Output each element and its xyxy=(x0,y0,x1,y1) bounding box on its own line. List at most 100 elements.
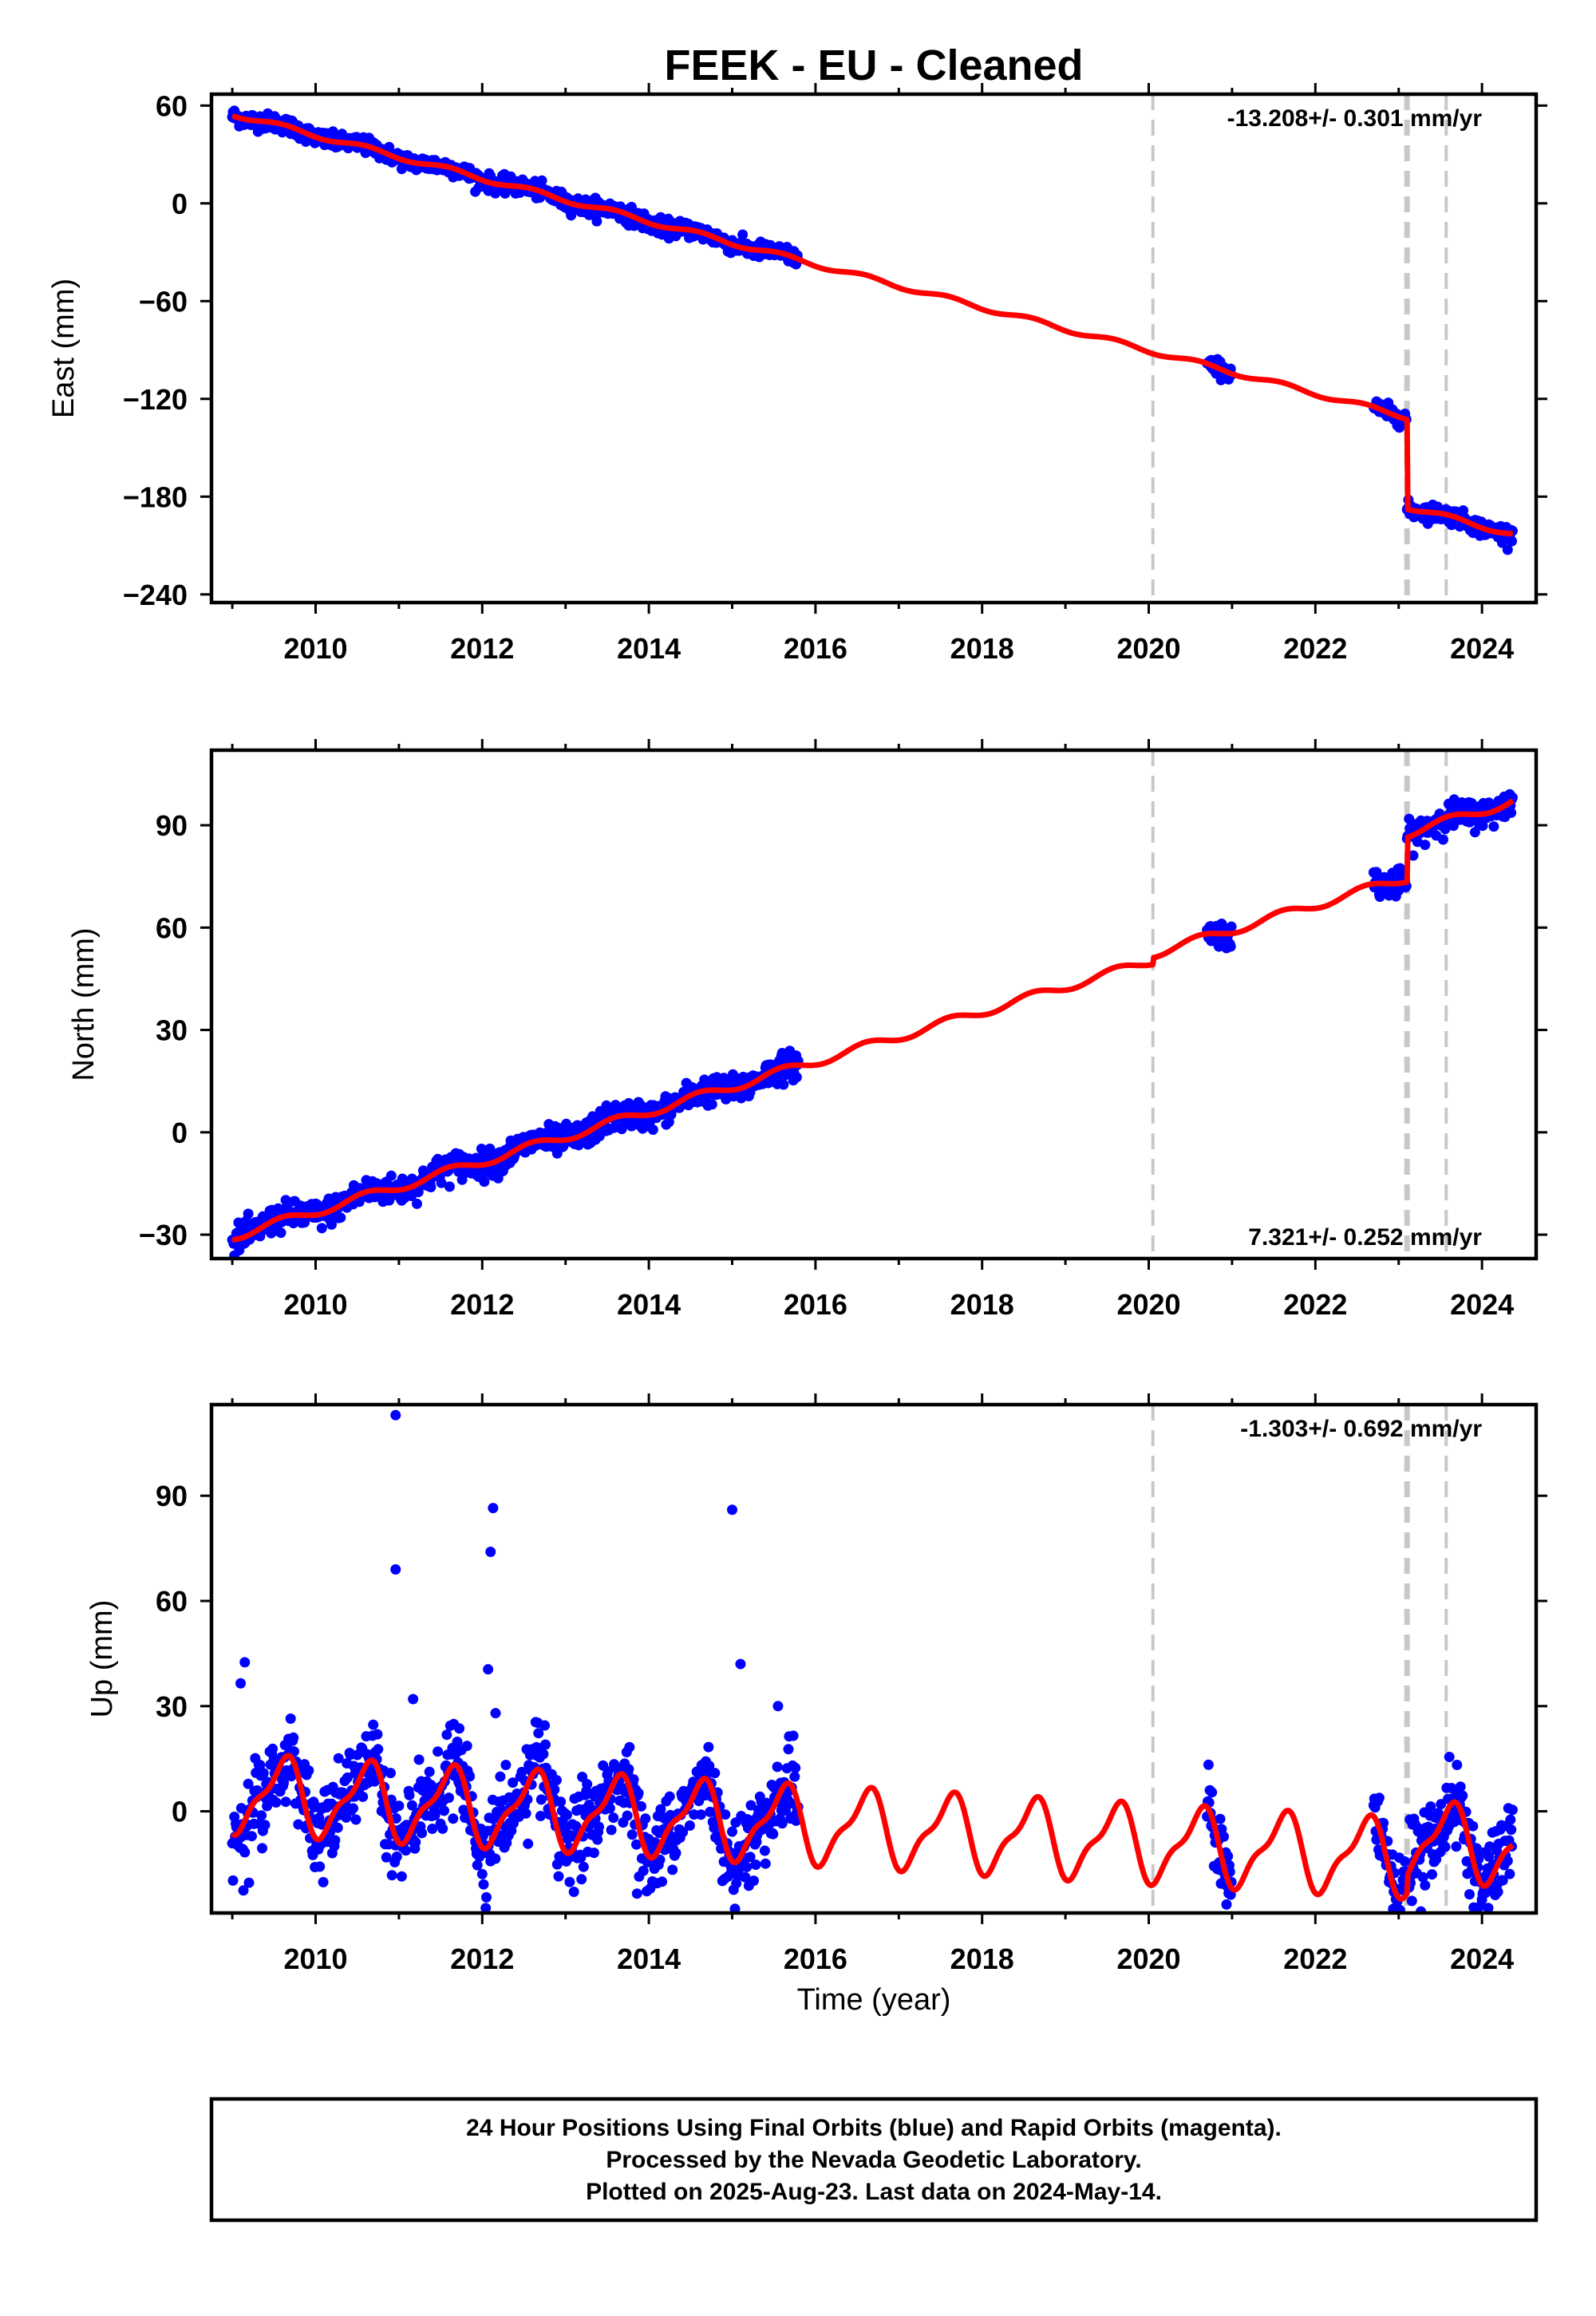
rate-annotation: -1.303+/- 0.692 mm/yr xyxy=(1240,1416,1482,1442)
data-point xyxy=(385,1170,397,1181)
data-point xyxy=(280,1796,291,1808)
data-point xyxy=(424,1766,435,1777)
data-point xyxy=(413,1754,425,1765)
up-panel: 2010 2012 2014 2016 2018 2020 2022 2024 90 60 30 0 U… xyxy=(85,1393,1547,1975)
y-tick-label: 30 xyxy=(156,1690,188,1723)
data-point xyxy=(454,1723,465,1734)
x-tick-label: 2020 xyxy=(1116,632,1180,665)
data-point xyxy=(372,1729,383,1740)
data-point xyxy=(401,1845,412,1856)
data-point xyxy=(412,1198,422,1209)
data-point xyxy=(640,1813,651,1824)
data-point xyxy=(729,1903,741,1913)
outlier-point xyxy=(239,1657,251,1668)
data-point xyxy=(1425,1801,1436,1812)
data-point xyxy=(1219,1831,1229,1842)
data-point xyxy=(1483,1903,1494,1913)
data-point xyxy=(553,1871,564,1882)
data-point xyxy=(624,1741,635,1753)
data-point xyxy=(564,1876,575,1887)
y-tick-label: 60 xyxy=(156,89,188,122)
data-point xyxy=(737,229,749,240)
data-point xyxy=(750,1860,761,1870)
outlier-point xyxy=(390,1409,401,1421)
data-point xyxy=(258,1768,269,1779)
data-point xyxy=(1406,1895,1417,1907)
y-tick-label: 0 xyxy=(172,188,188,220)
data-point xyxy=(373,1744,384,1755)
rate-annotation: 7.321+/- 0.252 mm/yr xyxy=(1248,1224,1482,1251)
data-point xyxy=(1400,1856,1411,1867)
rate-annotation: -13.208+/- 0.301 mm/yr xyxy=(1227,105,1483,132)
data-point xyxy=(239,1847,251,1858)
data-point xyxy=(655,1804,666,1815)
data-point xyxy=(271,1797,282,1808)
outlier-point xyxy=(490,1708,501,1719)
data-point xyxy=(247,1831,257,1842)
data-point xyxy=(406,1800,417,1811)
x-tick-label: 2022 xyxy=(1283,1943,1347,1975)
data-point xyxy=(789,1771,800,1782)
data-point xyxy=(592,1834,603,1845)
data-point xyxy=(410,1836,421,1848)
model-line xyxy=(230,1753,1515,1902)
data-point xyxy=(1464,1889,1475,1900)
y-tick-label: 0 xyxy=(172,1796,188,1828)
footer-box: 24 Hour Positions Using Final Orbits (bl… xyxy=(209,2097,1539,2223)
x-axis-label: Time (year) xyxy=(797,1983,951,2017)
x-tick-label: 2016 xyxy=(784,632,847,665)
data-point xyxy=(628,1774,639,1785)
data-point xyxy=(745,1800,757,1811)
data-point xyxy=(479,1176,490,1188)
data-point xyxy=(575,1852,587,1863)
data-point xyxy=(1373,1792,1385,1804)
data-point xyxy=(441,1729,452,1741)
y-tick-label: 90 xyxy=(156,809,188,842)
data-point xyxy=(1427,1869,1437,1880)
data-point xyxy=(555,1796,567,1808)
data-point xyxy=(316,1223,327,1234)
plot-frame xyxy=(209,748,1539,1261)
data-point xyxy=(667,1864,678,1875)
data-point xyxy=(727,1826,737,1837)
data-point xyxy=(348,1803,358,1814)
data-point xyxy=(1502,544,1513,555)
data-point xyxy=(749,1875,759,1887)
x-tick-label: 2020 xyxy=(1116,1288,1180,1321)
data-point xyxy=(448,1813,459,1824)
data-point xyxy=(1497,1875,1508,1886)
data-point xyxy=(326,1219,337,1230)
data-point xyxy=(1403,1917,1413,1927)
data-point xyxy=(626,1829,638,1840)
x-tick-label: 2018 xyxy=(950,1943,1014,1975)
data-point xyxy=(243,1778,254,1789)
data-point xyxy=(678,1827,689,1838)
data-point xyxy=(633,1788,644,1799)
data-point xyxy=(1505,1814,1516,1825)
outlier-point xyxy=(727,1504,738,1516)
data-point xyxy=(523,1838,534,1849)
data-point xyxy=(386,1870,397,1881)
data-point xyxy=(461,1741,472,1752)
data-point xyxy=(350,1814,361,1825)
data-point xyxy=(314,1861,326,1872)
outlier-point xyxy=(408,1694,419,1705)
data-point xyxy=(604,1803,615,1814)
data-point xyxy=(664,1791,675,1802)
data-point xyxy=(391,1851,402,1862)
data-point xyxy=(778,1079,789,1090)
data-point xyxy=(452,1737,463,1747)
y-axis-label: North (mm) xyxy=(67,927,101,1081)
data-point xyxy=(720,1809,731,1820)
data-point xyxy=(539,1720,551,1731)
x-tick-label: 2014 xyxy=(617,632,681,665)
data-point xyxy=(1226,921,1237,932)
data-point xyxy=(647,1124,658,1135)
y-tick-label: −60 xyxy=(139,285,188,318)
data-point xyxy=(741,1861,753,1872)
data-point xyxy=(577,1772,588,1782)
y-tick-label: −180 xyxy=(123,480,188,513)
x-tick-label: 2018 xyxy=(950,1288,1014,1321)
data-point xyxy=(433,1746,444,1757)
data-point xyxy=(606,1824,617,1836)
